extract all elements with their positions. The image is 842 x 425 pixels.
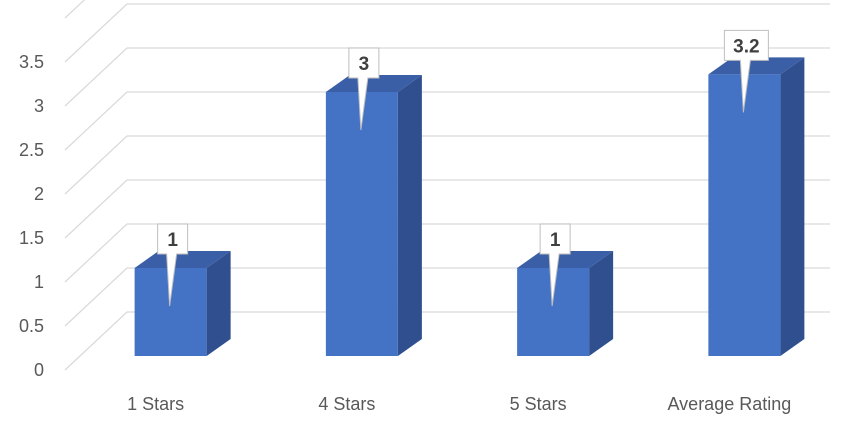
bar-top [325,75,422,92]
bar-top [134,251,231,268]
data-label: 1 [539,223,571,307]
data-label: 3 [348,47,380,131]
y-tick-label: 1 [34,272,44,292]
y-tick-label: 2.5 [19,140,44,160]
bar [708,57,805,357]
x-axis-labels: 1 Stars 4 Stars 5 Stars Average Rating [127,394,791,414]
y-tick-label: 3.5 [19,52,44,72]
data-label: 3.2 [723,29,769,113]
data-labels: 1 3 1 3.2 [157,29,769,307]
bars [134,57,805,357]
data-label-text: 1 [167,230,178,251]
bar-side [589,251,614,356]
data-label-callout [723,29,769,113]
y-tick-label: 1.5 [19,228,44,248]
y-tick-label: 3 [34,96,44,116]
x-tick-label: 4 Stars [318,394,375,414]
bar-side [780,57,805,357]
bar-top [708,57,805,75]
gridlines [64,0,830,371]
bar-front [708,74,781,357]
bar-top [517,251,614,268]
bar-side [397,75,422,356]
data-label-callout [539,223,571,307]
x-tick-label: 5 Stars [510,394,567,414]
x-tick-label: 1 Stars [127,394,184,414]
gridline [64,47,830,107]
data-label: 1 [157,223,189,307]
bar-front [325,92,398,356]
gridline [64,0,86,19]
x-tick-label: Average Rating [668,394,792,414]
bar-side [206,251,231,356]
y-axis-ticks: 0 0.5 1 1.5 2 2.5 3 3.5 [19,52,44,380]
y-tick-label: 0.5 [19,316,44,336]
bar [517,251,614,356]
data-label-text: 3 [359,54,370,75]
y-tick-label: 0 [34,360,44,380]
bar [325,75,422,356]
gridline [64,223,830,283]
bar [134,251,231,356]
gridline [64,179,830,239]
data-label-callout [157,223,189,307]
gridline [64,3,830,63]
data-label-text: 1 [550,230,561,251]
data-label-callout [348,47,380,131]
data-label-text: 3.2 [733,36,759,57]
gridline [64,135,830,195]
gridline [64,91,830,151]
y-tick-label: 2 [34,184,44,204]
